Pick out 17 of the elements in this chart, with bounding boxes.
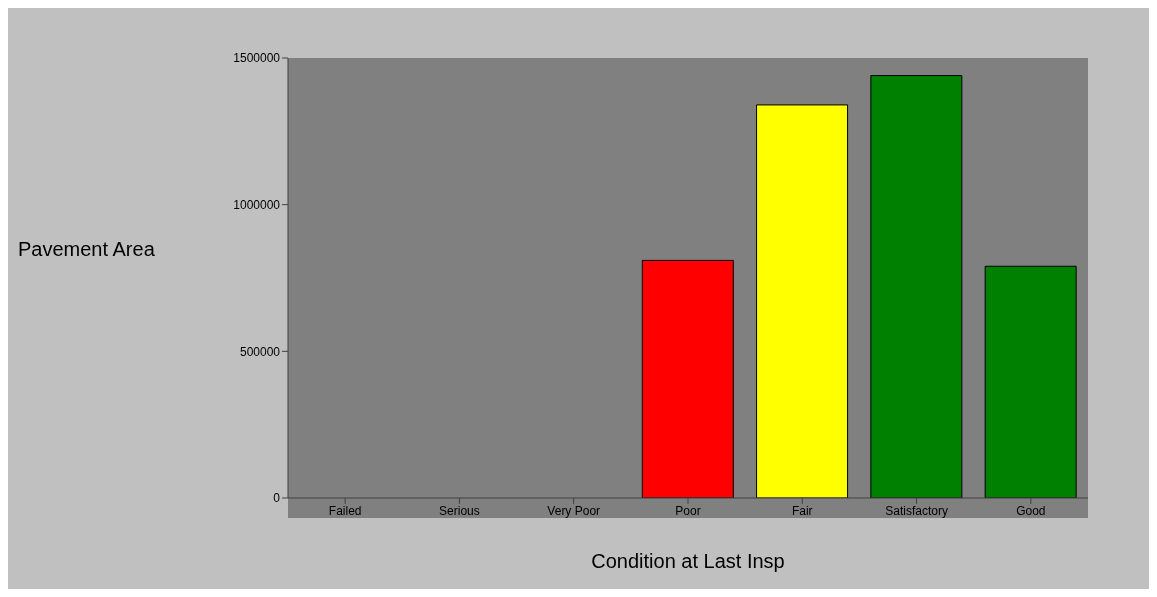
x-tick-label: Fair — [791, 503, 813, 518]
bar — [984, 265, 1077, 498]
y-tick-label: 500000 — [239, 344, 281, 359]
x-tick-label: Poor — [675, 503, 701, 518]
x-tick-label: Good — [1016, 503, 1046, 518]
y-axis-title: Pavement Area — [18, 238, 155, 261]
x-tick-label: Serious — [439, 503, 480, 518]
x-tick-label: Very Poor — [547, 503, 601, 518]
y-tick-label: 0 — [273, 491, 281, 506]
x-axis-title: Condition at Last Insp — [591, 550, 785, 572]
bar — [756, 104, 849, 498]
x-tick-label: Failed — [328, 503, 362, 518]
x-tick-label: Satisfactory — [885, 503, 948, 518]
y-tick-label: 1000000 — [233, 197, 281, 212]
y-tick-label: 1500000 — [233, 51, 281, 66]
bar — [870, 75, 963, 498]
bar — [641, 259, 734, 498]
